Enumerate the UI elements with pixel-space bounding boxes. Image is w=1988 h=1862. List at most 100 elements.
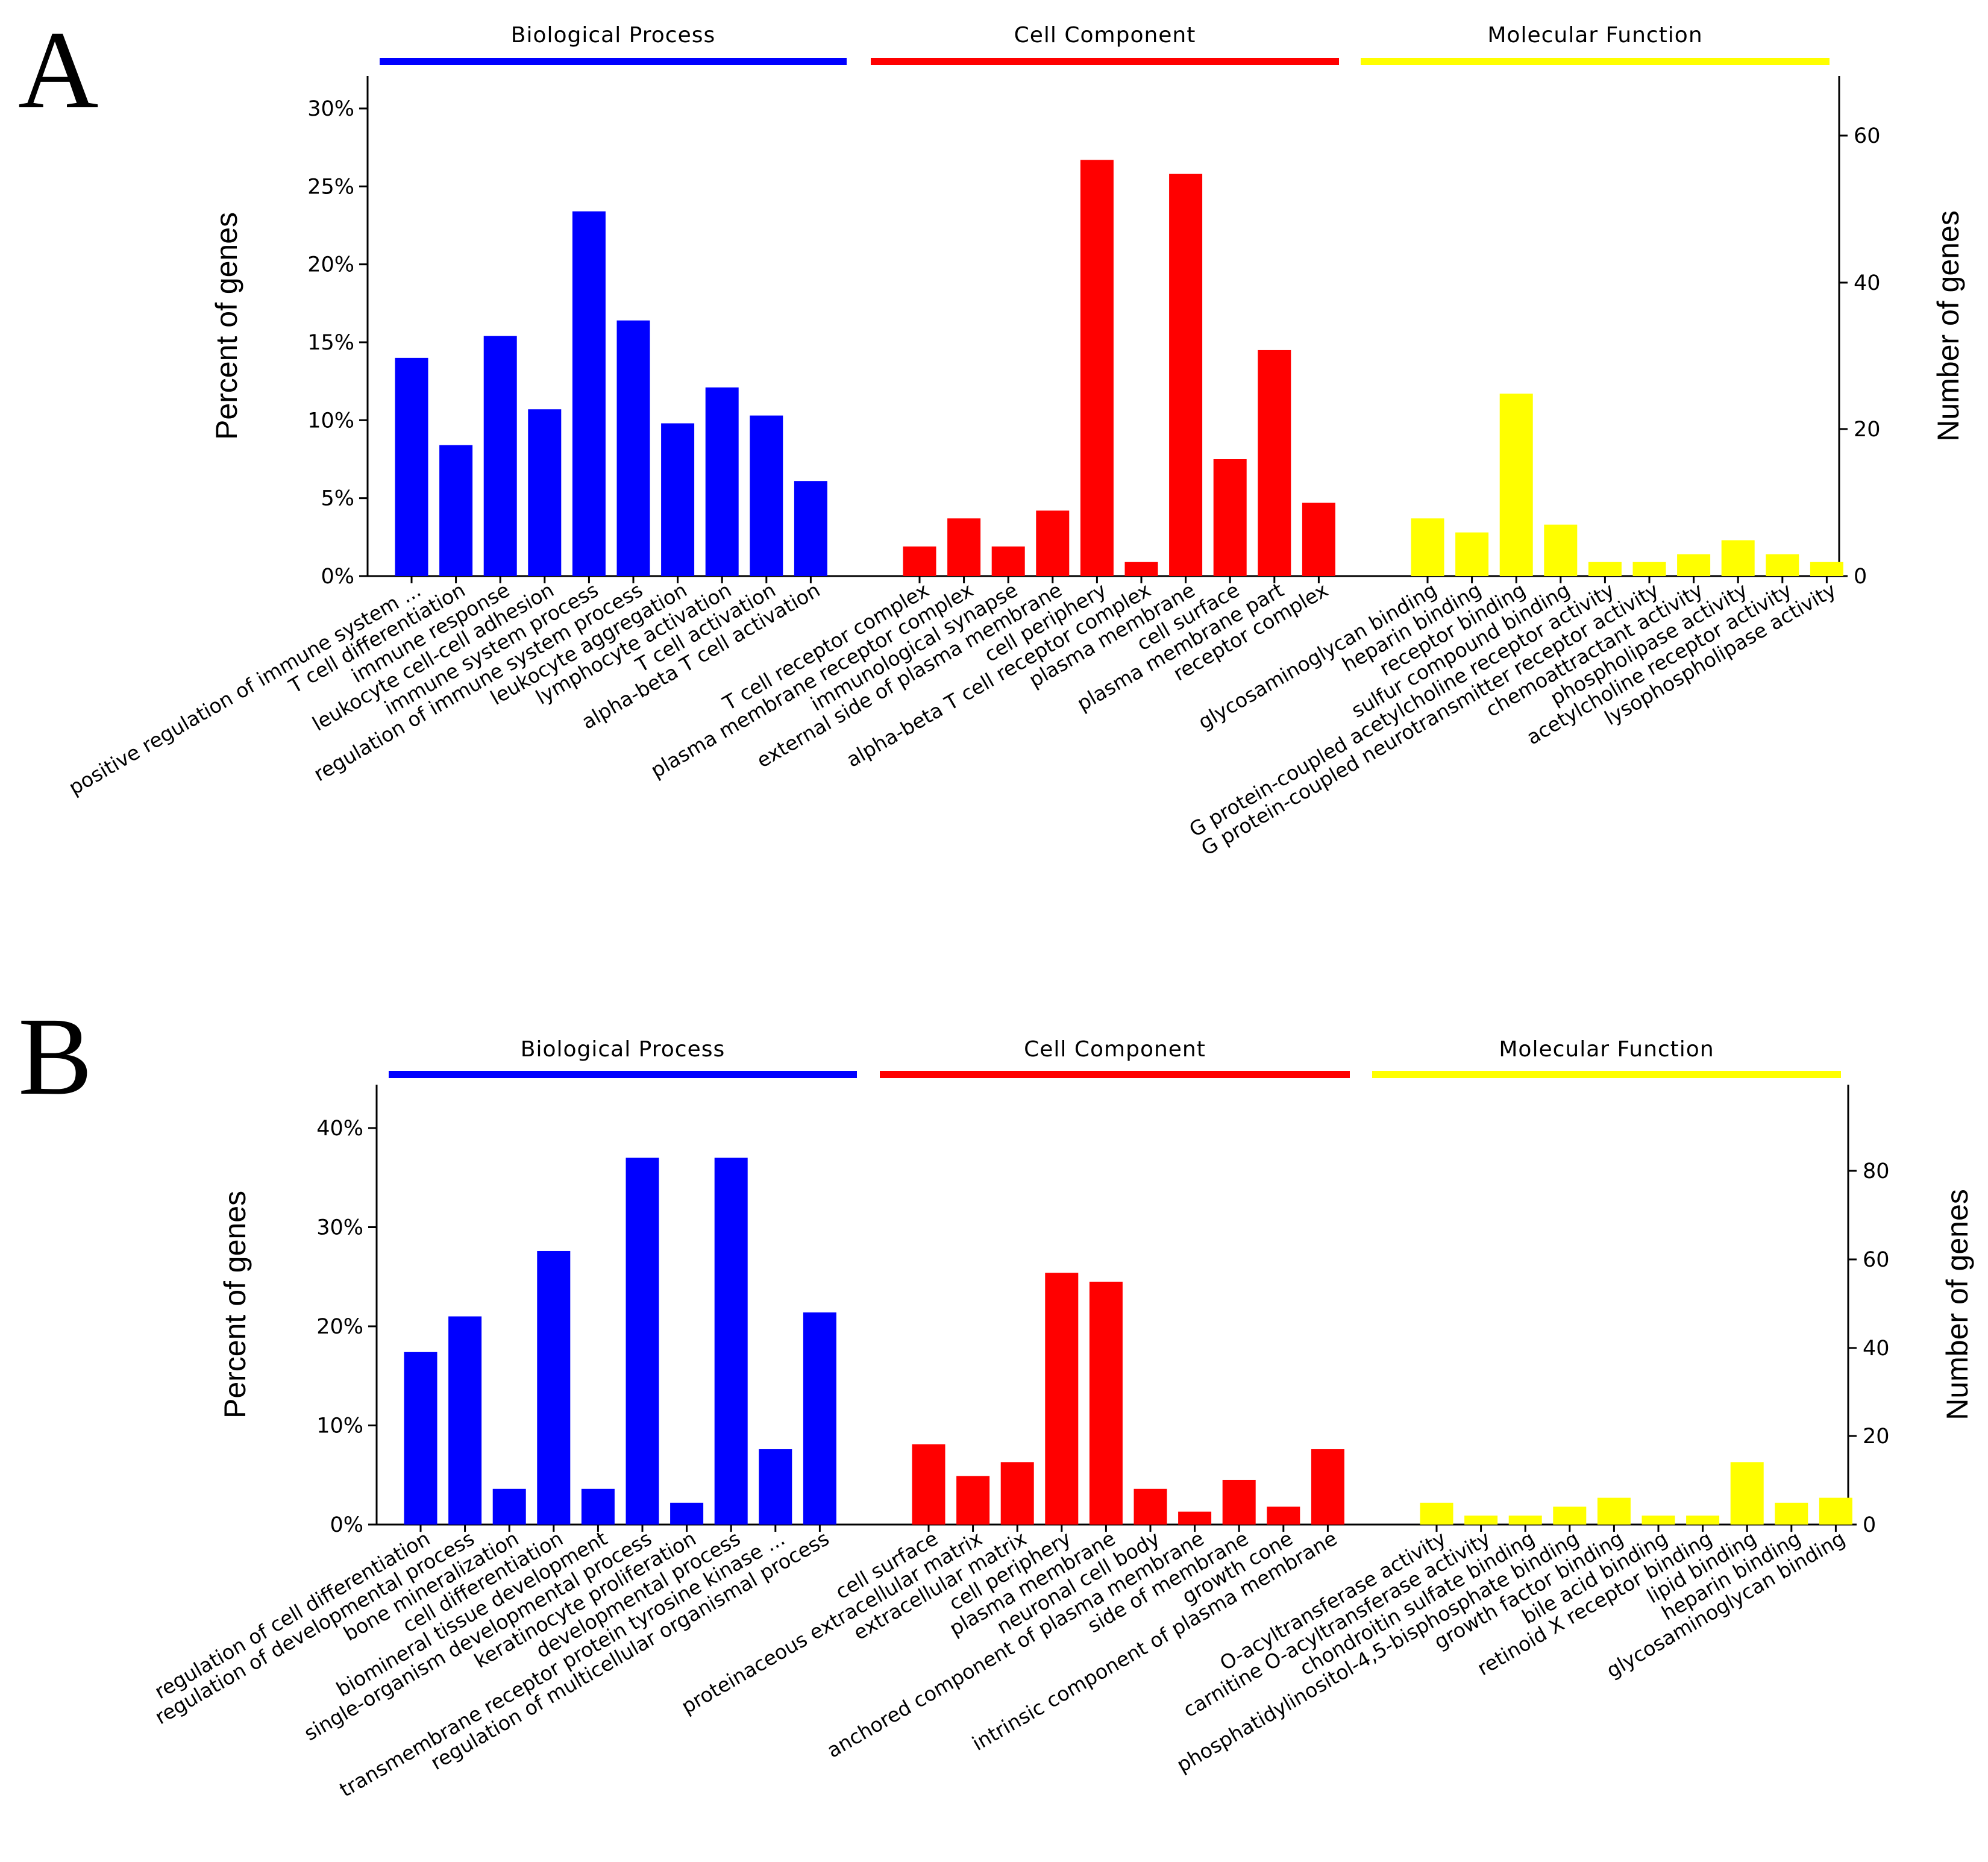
panel-b-bar [1311, 1449, 1344, 1525]
panel-b-bar [492, 1488, 526, 1525]
panel-a-bar [750, 415, 783, 576]
panel-b-bar [1686, 1516, 1720, 1525]
panel-b-ytick-label: 30% [316, 1216, 363, 1240]
panel-a-bar [705, 387, 739, 576]
panel-b-bar [1775, 1502, 1808, 1525]
panel-b-group-title-biological-process: Biological Process [521, 1037, 725, 1062]
panel-a-group-line-biological-process [380, 58, 847, 65]
panel-b-bar [1553, 1506, 1587, 1525]
panel-b-bar [1642, 1516, 1675, 1525]
panel-a-group-line-cell-component [871, 58, 1339, 65]
panel-b-bar [581, 1488, 615, 1525]
panel-b-bar [448, 1316, 482, 1525]
panel-a-bar [1810, 562, 1843, 576]
panel-b-group-title-cell-component: Cell Component [1024, 1037, 1206, 1062]
panel-b-chart: 0% 10% 20% 30% 40% 0 20 40 60 80 Percent of genes N… [151, 1037, 1974, 1802]
panel-a-bar [1766, 554, 1799, 576]
panel-b-ylabel: Percent of genes [218, 1191, 252, 1418]
panel-b-bar [803, 1312, 836, 1525]
panel-b-bar [912, 1444, 945, 1525]
panel-b-bar [1178, 1511, 1212, 1525]
panel-b-group-title-molecular-function: Molecular Function [1499, 1037, 1714, 1062]
panel-a-bar [1411, 518, 1444, 576]
panel-a-bar [1169, 174, 1203, 576]
panel-b-bar [404, 1352, 437, 1525]
panel-a-bar [1302, 503, 1335, 576]
panel-b-bar [759, 1449, 792, 1525]
panel-b-y2tick-label: 20 [1863, 1425, 1890, 1449]
panel-a-bar [661, 423, 695, 576]
panel-b-bar [670, 1502, 704, 1525]
panel-b-bar [1134, 1488, 1167, 1525]
panel-a-ytick-label: 10% [307, 409, 354, 433]
panel-a-bar [483, 336, 517, 576]
panel-a-bar [572, 211, 606, 577]
panel-a-bar [1258, 350, 1291, 576]
panel-a-bar [528, 409, 562, 576]
panel-a-bar [1213, 459, 1247, 576]
panel-b-y2tick-label: 80 [1863, 1159, 1890, 1183]
panel-a-bar [1455, 532, 1489, 576]
panel-a-bar [947, 518, 981, 576]
panel-a-group-title-cell-component: Cell Component [1014, 23, 1196, 48]
panel-b-group-line-cell-component [880, 1071, 1350, 1078]
panel-b-bar [537, 1250, 571, 1525]
panel-a-ytick-label: 30% [307, 97, 354, 121]
panel-a-ytick-label: 5% [321, 487, 354, 511]
panel-a-bar [903, 546, 936, 576]
panel-a-bar [439, 445, 473, 576]
panel-b-bar [714, 1158, 748, 1525]
panel-b-bar [1464, 1516, 1498, 1525]
panel-a-bar [1588, 562, 1622, 576]
panel-a-bar [1080, 160, 1114, 576]
panel-b-bar [1045, 1273, 1079, 1525]
panel-a-bar [1544, 524, 1578, 576]
panel-b-y2tick-label: 40 [1863, 1337, 1890, 1361]
panel-a-bar [1499, 393, 1533, 576]
panel-b-bar [1819, 1497, 1852, 1525]
panel-b-bar [1597, 1497, 1631, 1525]
panel-a-y2tick-label: 60 [1854, 124, 1881, 148]
panel-a-ylabel: Percent of genes [210, 212, 243, 440]
panel-a-group-line-molecular-function [1361, 58, 1830, 65]
panel-letter-a: A [18, 8, 99, 132]
panel-a-ytick-label: 15% [307, 331, 354, 355]
panel-b-bar [626, 1158, 659, 1525]
panel-b-ytick-label: 20% [316, 1315, 363, 1339]
panel-a-bar [1632, 562, 1666, 576]
panel-a-group-title-biological-process: Biological Process [511, 23, 715, 48]
panel-a-bar [1036, 510, 1070, 576]
panel-b-group-line-molecular-function [1372, 1071, 1841, 1078]
panel-b-y2tick-label: 0 [1863, 1513, 1876, 1537]
panel-b-ytick-label: 0% [330, 1513, 363, 1537]
panel-b-ytick-label: 40% [316, 1117, 363, 1141]
panel-a-ytick-label: 0% [321, 565, 354, 589]
panel-a-group-title-molecular-function: Molecular Function [1487, 23, 1702, 48]
panel-b-bar [956, 1476, 990, 1525]
panel-b-bar [1222, 1479, 1256, 1525]
panel-letter-b: B [18, 995, 92, 1118]
panel-a-ytick-label: 25% [307, 175, 354, 199]
panel-b-y2label: Number of genes [1940, 1189, 1974, 1420]
panel-a-bar [1721, 540, 1755, 576]
panel-a-bar [794, 481, 827, 576]
panel-b-bar [1000, 1462, 1034, 1525]
panel-b-bar [1267, 1506, 1300, 1525]
panel-b-bar [1420, 1502, 1453, 1525]
panel-b-group-line-biological-process [389, 1071, 857, 1078]
panel-a-bar [1677, 554, 1711, 576]
panel-b-bar [1730, 1462, 1764, 1525]
panel-a-bar [1124, 562, 1158, 576]
panel-a-y2tick-label: 20 [1854, 418, 1881, 442]
panel-a-y2tick-label: 0 [1854, 565, 1867, 589]
panel-b-ytick-label: 10% [316, 1414, 363, 1438]
panel-b-bar [1508, 1516, 1542, 1525]
panel-b-bar [1089, 1281, 1123, 1525]
panel-a-bar [395, 357, 428, 576]
panel-a-bar [991, 546, 1025, 576]
panel-a-bar [616, 320, 650, 576]
panel-b-y2tick-label: 60 [1863, 1248, 1890, 1272]
panel-a-y2label: Number of genes [1931, 210, 1965, 442]
panel-a-y2tick-label: 40 [1854, 271, 1881, 295]
